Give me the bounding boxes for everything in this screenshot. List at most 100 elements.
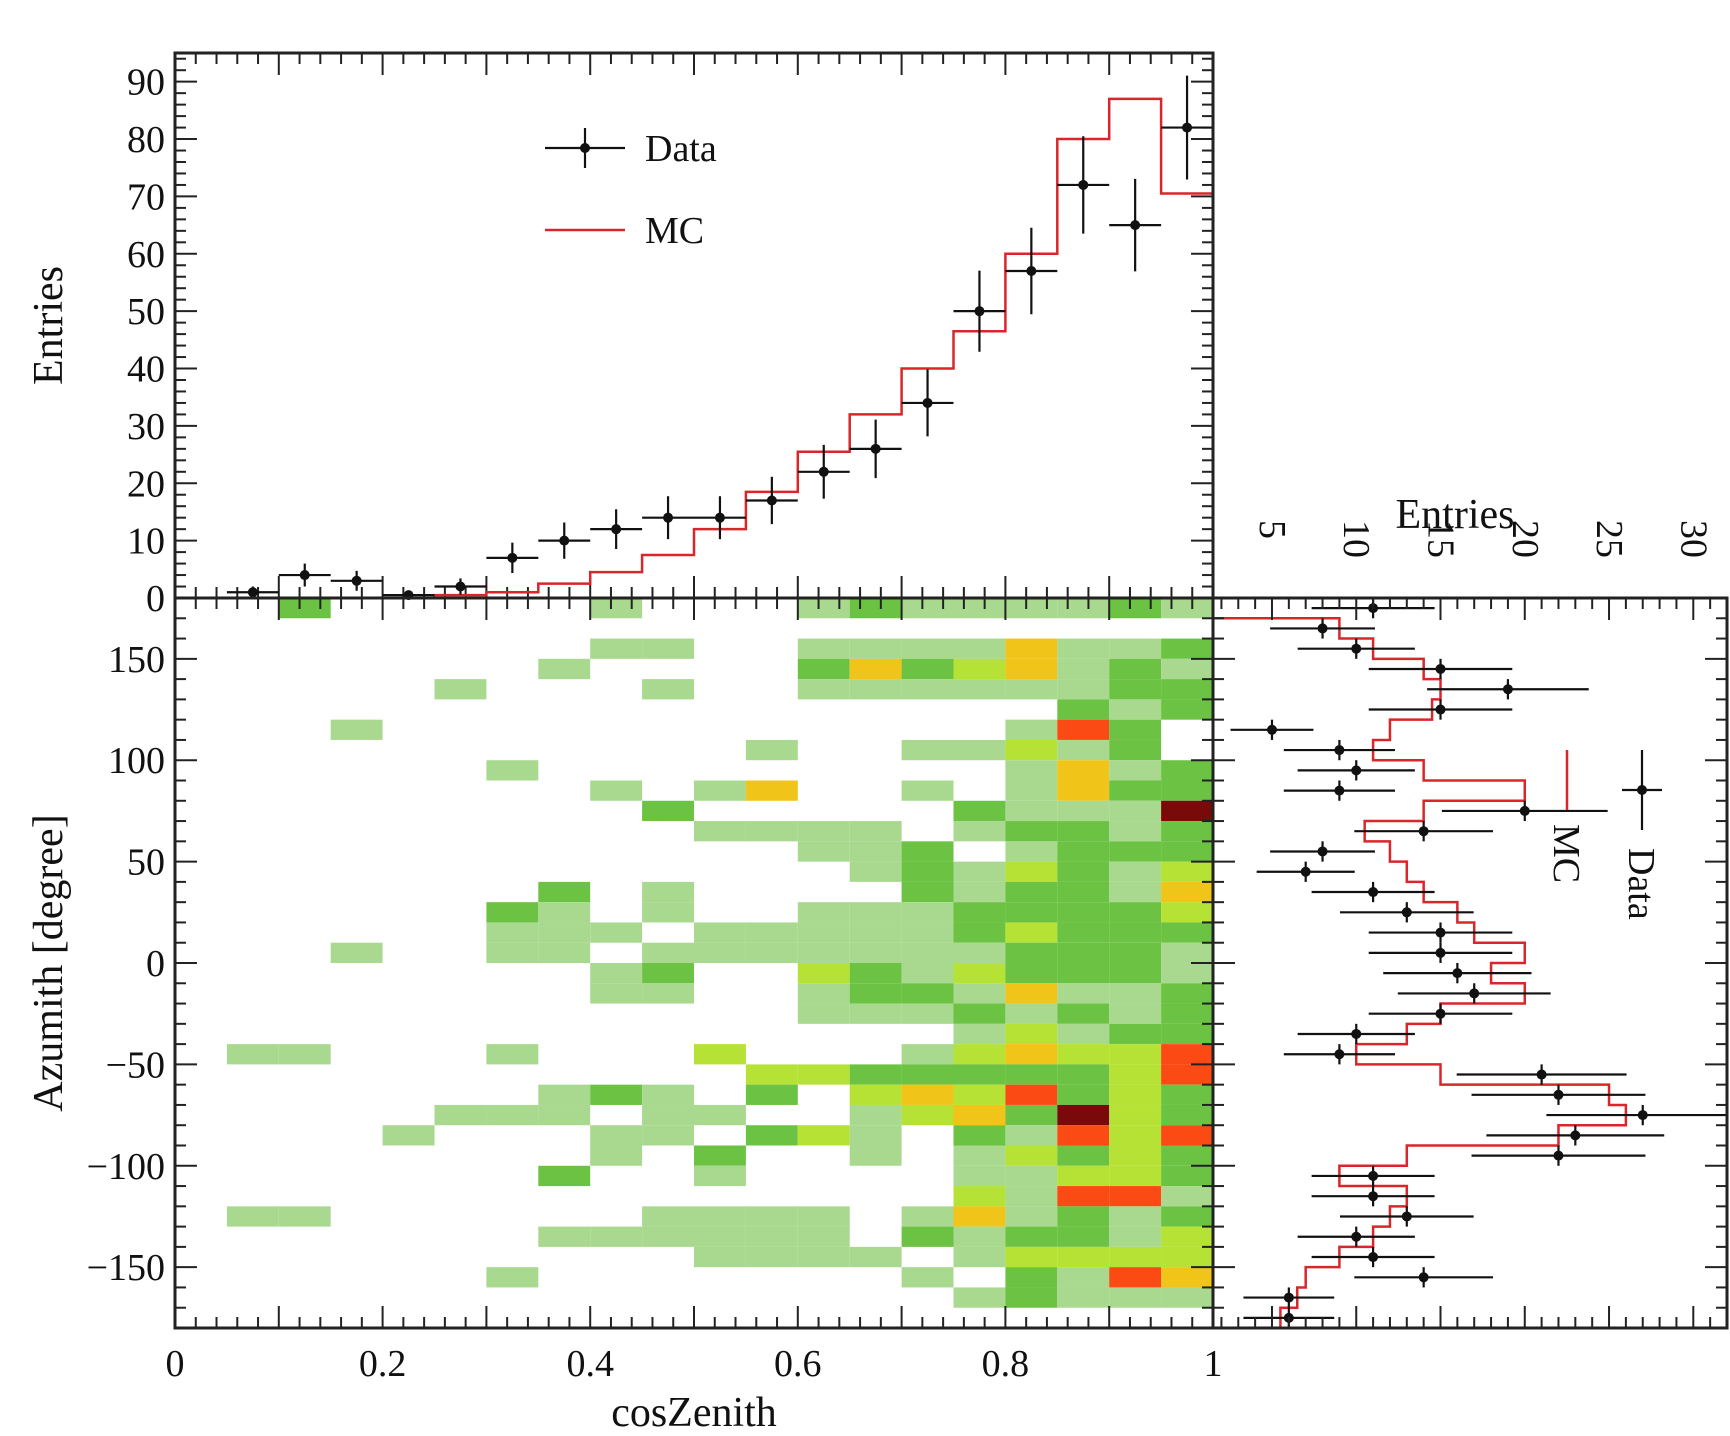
heatmap-cell [590,983,643,1004]
heatmap-cell [642,1226,694,1247]
heatmap-cell [953,1064,1006,1085]
heatmap-cell [278,1206,331,1227]
right-data-point [1637,1110,1648,1121]
heatmap-cell [1109,1287,1162,1308]
legend-data-marker [580,143,590,153]
main-y-axis-title: Azumith [degree] [26,814,72,1111]
top-ytick-label: 20 [127,463,165,505]
heatmap-cell [1005,679,1058,700]
heatmap-cell [590,963,643,984]
heatmap-cell [1109,598,1162,619]
right-data-point [1368,887,1379,898]
heatmap-cell [1057,598,1110,619]
heatmap-cell [1161,1044,1213,1065]
data-point [766,495,777,506]
heatmap-cell [1005,922,1058,943]
heatmap-cell [1161,1104,1213,1126]
heatmap-cell [849,963,902,984]
right-data-point [1351,765,1362,776]
heatmap-cell [745,739,798,761]
right-data-point [1300,866,1311,877]
heatmap-cell [642,638,694,659]
top-ytick-label: 10 [127,521,165,563]
heatmap-cell [1161,983,1213,1004]
heatmap-cell [694,922,746,943]
right-legend-data-label: Data [1620,848,1662,920]
heatmap-cell [849,1003,902,1024]
right-data-point [1502,684,1513,695]
heatmap-cell [226,1044,279,1065]
heatmap-cell [1005,881,1058,903]
heatmap-cell [1005,598,1058,619]
heatmap-cell [1057,1206,1110,1227]
heatmap-cell [590,1125,643,1146]
heatmap-cell [849,1084,902,1105]
top-ytick-label: 60 [127,234,165,276]
heatmap-cell [1161,922,1213,943]
heatmap-cell [642,902,694,923]
heatmap-cell [642,881,694,903]
heatmap-cell [1057,760,1110,781]
heatmap-cell [1057,983,1110,1004]
heatmap-cell [486,1104,539,1126]
right-data-point [1317,846,1328,857]
heatmap-cell [1005,1044,1058,1065]
heatmap-cell [1057,1186,1110,1207]
heatmap-cell [1109,1246,1162,1268]
data-point [1078,179,1089,190]
heatmap-cell [797,638,850,659]
heatmap-cell [1161,1003,1213,1024]
heatmap-cell [901,942,954,963]
heatmap-cell [797,942,850,963]
heatmap-cell [1109,719,1162,740]
heatmap-cell [953,658,1006,680]
heatmap-cell [953,598,1006,619]
heatmap-cell [849,983,902,1004]
heatmap-cell [1161,760,1213,781]
right-data-point [1351,643,1362,654]
heatmap-cell [953,881,1006,903]
heatmap-cell [849,1246,902,1268]
right-xtick-label: 30 [1672,520,1714,558]
heatmap-cell [486,922,539,943]
heatmap-cell [1005,963,1058,984]
heatmap-cell [1057,1125,1110,1146]
right-data-point [1368,1191,1379,1202]
heatmap-cell [1161,821,1213,842]
main-ytick-label: −50 [106,1044,165,1086]
heatmap-cell [642,963,694,984]
heatmap-cell [797,922,850,943]
heatmap-cell [953,1246,1006,1268]
right-xtick-label: 5 [1251,520,1293,539]
heatmap-cell [745,942,798,963]
heatmap-cell [849,1064,902,1085]
data-point [663,512,674,523]
heatmap-cell [901,1003,954,1024]
right-data-point [1435,704,1446,715]
heatmap-cell [1005,638,1058,659]
heatmap-cell [538,1084,591,1105]
legend-mc-label: MC [645,210,704,252]
heatmap-cell [953,1206,1006,1227]
top-ytick-label: 50 [127,291,165,333]
heatmap-cell [849,841,902,862]
heatmap-cell [1109,942,1162,963]
heatmap-cell [1005,739,1058,761]
heatmap-cell [1057,1267,1110,1288]
right-histogram-panel: 5 10 15 20 25 30 Entries Data MC [1211,492,1729,1330]
heatmap-cell [953,739,1006,761]
heatmap-cell [797,658,850,680]
heatmap-cell [1161,638,1213,659]
heatmap-cell [1161,1226,1213,1247]
heatmap-cell [1161,1084,1213,1105]
heatmap-cell [745,1226,798,1247]
right-data-point [1553,1089,1564,1100]
heatmap-cell [1057,1226,1110,1247]
heatmap-cell [1109,1186,1162,1207]
right-data-point [1452,968,1463,979]
heatmap-cell [745,1246,798,1268]
heatmap-cell [849,902,902,923]
heatmap-cell [1109,1023,1162,1045]
heatmap-cell [953,1044,1006,1065]
data-point [455,581,466,592]
